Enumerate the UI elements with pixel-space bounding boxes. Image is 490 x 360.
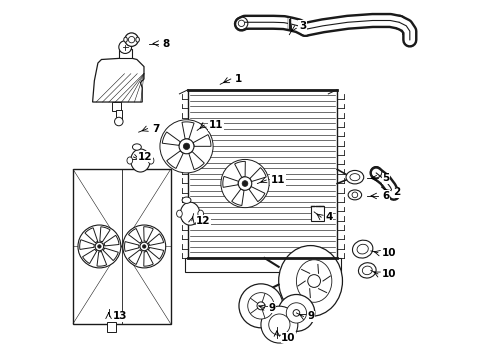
Circle shape: [179, 139, 194, 154]
Circle shape: [238, 177, 252, 190]
Circle shape: [257, 302, 265, 310]
Polygon shape: [83, 249, 97, 264]
Text: 3: 3: [299, 21, 306, 31]
Circle shape: [239, 284, 283, 328]
Bar: [119, 49, 132, 58]
Ellipse shape: [357, 244, 368, 254]
Ellipse shape: [350, 174, 360, 181]
Text: 4: 4: [325, 212, 333, 222]
Polygon shape: [100, 227, 110, 242]
Bar: [116, 110, 122, 120]
Polygon shape: [250, 168, 266, 181]
Ellipse shape: [131, 149, 150, 172]
Polygon shape: [162, 132, 180, 145]
Text: 7: 7: [152, 123, 159, 134]
Circle shape: [115, 117, 123, 126]
Polygon shape: [182, 122, 194, 139]
Text: 9: 9: [269, 303, 276, 312]
Circle shape: [125, 33, 138, 46]
Polygon shape: [189, 152, 204, 170]
Text: 5: 5: [382, 173, 390, 183]
Polygon shape: [223, 176, 239, 187]
Ellipse shape: [127, 157, 133, 164]
Bar: [112, 102, 121, 111]
Polygon shape: [232, 189, 244, 206]
Text: 2: 2: [393, 188, 400, 197]
Circle shape: [221, 159, 269, 208]
Circle shape: [119, 41, 132, 54]
Text: 10: 10: [382, 269, 397, 279]
Text: 12: 12: [138, 152, 152, 162]
Text: 10: 10: [281, 333, 295, 343]
Polygon shape: [148, 248, 164, 259]
Ellipse shape: [132, 144, 141, 150]
Circle shape: [248, 293, 274, 319]
Circle shape: [140, 242, 148, 251]
Text: 8: 8: [162, 39, 170, 49]
Ellipse shape: [279, 246, 343, 316]
Text: 1: 1: [235, 74, 243, 84]
Bar: [311, 206, 324, 221]
Polygon shape: [124, 242, 139, 251]
Circle shape: [242, 181, 248, 186]
Circle shape: [286, 303, 307, 323]
Ellipse shape: [148, 157, 154, 164]
Circle shape: [293, 310, 300, 316]
Circle shape: [160, 120, 213, 173]
Text: 11: 11: [270, 175, 285, 185]
Ellipse shape: [348, 190, 362, 200]
Circle shape: [98, 245, 101, 248]
Polygon shape: [249, 186, 265, 202]
Polygon shape: [193, 135, 211, 146]
Bar: [185, 258, 341, 272]
Polygon shape: [144, 251, 153, 266]
Ellipse shape: [182, 197, 191, 203]
Polygon shape: [85, 228, 98, 243]
Text: 12: 12: [196, 216, 211, 226]
Circle shape: [278, 294, 315, 331]
Text: 10: 10: [382, 248, 397, 258]
Polygon shape: [128, 250, 142, 265]
Text: 11: 11: [208, 120, 223, 130]
Text: 6: 6: [382, 191, 390, 201]
Polygon shape: [80, 240, 95, 249]
Polygon shape: [103, 248, 118, 261]
Ellipse shape: [124, 37, 127, 42]
Polygon shape: [104, 235, 119, 246]
Polygon shape: [235, 161, 245, 177]
Circle shape: [261, 306, 298, 343]
Polygon shape: [188, 90, 337, 258]
Polygon shape: [148, 234, 164, 246]
Circle shape: [269, 314, 290, 335]
Ellipse shape: [296, 260, 332, 302]
Ellipse shape: [346, 170, 364, 184]
Ellipse shape: [362, 266, 372, 275]
Circle shape: [78, 225, 121, 268]
Polygon shape: [144, 227, 153, 242]
Ellipse shape: [176, 210, 182, 217]
Polygon shape: [73, 169, 171, 324]
Ellipse shape: [352, 240, 373, 258]
Polygon shape: [93, 58, 144, 102]
Circle shape: [308, 275, 320, 287]
Text: 13: 13: [113, 311, 127, 321]
Bar: [107, 322, 116, 332]
Ellipse shape: [359, 263, 376, 278]
Circle shape: [183, 143, 190, 149]
Polygon shape: [128, 229, 142, 243]
Circle shape: [352, 192, 358, 198]
Ellipse shape: [136, 37, 139, 42]
Circle shape: [95, 242, 104, 251]
Ellipse shape: [180, 202, 200, 225]
Ellipse shape: [198, 210, 203, 217]
Circle shape: [238, 20, 245, 27]
Polygon shape: [167, 151, 183, 168]
Polygon shape: [97, 251, 107, 266]
Circle shape: [123, 225, 166, 268]
Circle shape: [143, 245, 146, 248]
Text: 9: 9: [308, 311, 315, 321]
